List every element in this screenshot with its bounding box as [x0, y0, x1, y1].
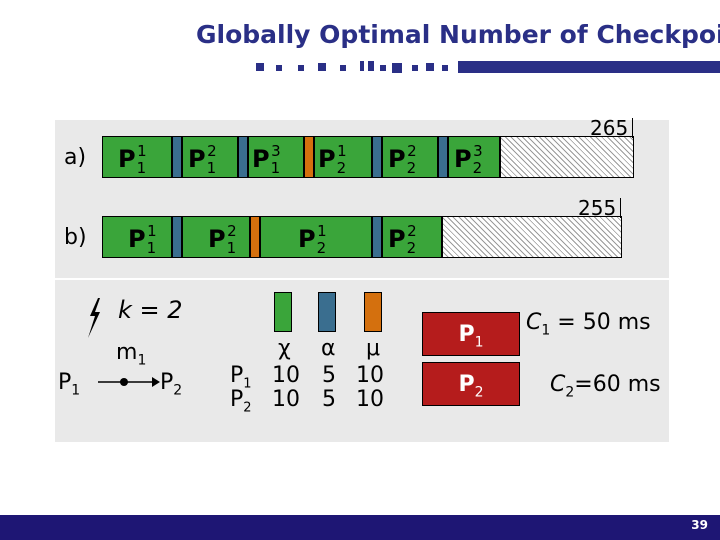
slide-title: Globally Optimal Number of Checkpoi	[196, 20, 720, 49]
param-header-chi: χ	[278, 336, 291, 361]
param-cell: 5	[322, 387, 336, 412]
graph-node-p2: P2	[160, 370, 183, 399]
row-a-seg-3: P13	[252, 142, 281, 177]
param-cell: 10	[272, 387, 300, 412]
legend-p2-cost: C2=60 ms	[550, 372, 661, 401]
row-b-label: b)	[64, 225, 87, 250]
legend-p2-box: P2	[422, 362, 520, 406]
row-a-seg-1: P11	[118, 142, 147, 177]
legend-p1-box: P1	[422, 312, 520, 356]
param-cell: 10	[356, 387, 384, 412]
param-cell: 5	[322, 363, 336, 388]
panel-divider	[55, 278, 669, 280]
row-b-seg-1: P11	[128, 222, 157, 257]
param-header-mu: μ	[366, 336, 380, 361]
param-header-alpha: α	[321, 336, 336, 361]
row-b-end-value: 255	[578, 196, 617, 220]
row-b-end-tick	[620, 198, 621, 218]
row-a-seg-4: P21	[318, 142, 347, 177]
row-b-seg-3: P21	[298, 222, 327, 257]
footer-bar	[0, 515, 720, 540]
graph-node-p1: P1	[58, 370, 81, 399]
param-cell: 10	[272, 363, 300, 388]
k-value-label: k = 2	[118, 296, 183, 324]
fault-lightning-icon	[88, 298, 100, 338]
message-edge-arrow	[98, 377, 160, 387]
row-a-seg-2: P12	[188, 142, 217, 177]
param-cell: 10	[356, 363, 384, 388]
row-a-end-tick	[632, 118, 633, 138]
row-a-seg-6: P23	[454, 142, 483, 177]
page-number: 39	[691, 518, 708, 532]
row-a-label: a)	[64, 145, 87, 170]
row-b-seg-2: P12	[208, 222, 237, 257]
legend-p1-cost: C1 = 50 ms	[526, 310, 651, 339]
row-a-seg-5: P22	[388, 142, 417, 177]
row-b-seg-4: P22	[388, 222, 417, 257]
param-row-p1-label: P1	[230, 363, 252, 392]
param-row-p2-label: P2	[230, 387, 252, 416]
message-label: m1	[116, 340, 147, 369]
row-a-end-value: 265	[590, 116, 629, 140]
